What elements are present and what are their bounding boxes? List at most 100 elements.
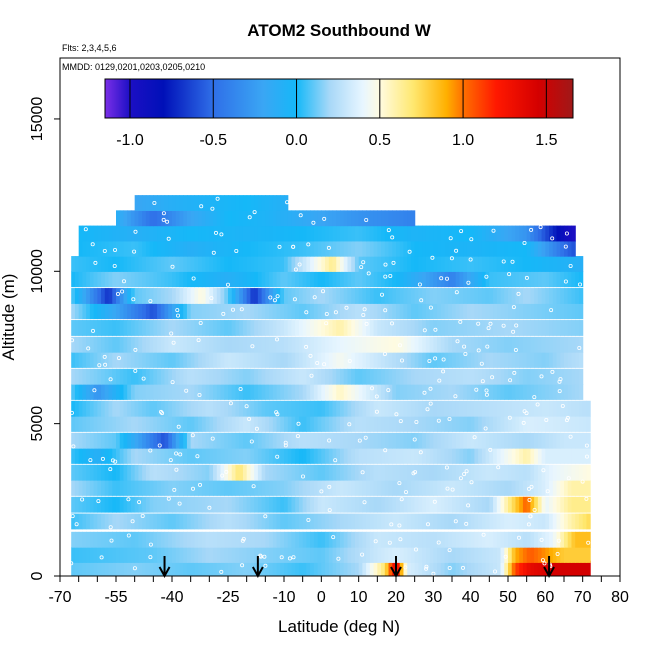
heatmap-cell: [321, 432, 326, 449]
obs-point: [90, 242, 95, 247]
heatmap-cell: [186, 384, 192, 400]
heatmap-cell: [71, 547, 76, 563]
heatmap-cell: [112, 531, 117, 548]
heatmap-cell: [392, 240, 397, 257]
heatmap-cell: [168, 384, 173, 400]
heatmap-cell: [564, 513, 569, 530]
heatmap-cell: [78, 271, 83, 288]
obs-point: [444, 276, 449, 281]
heatmap-cell: [123, 448, 128, 464]
heatmap-cell: [160, 303, 166, 320]
heatmap-cell: [250, 256, 255, 272]
heatmap-cell: [336, 464, 341, 481]
heatmap-cell: [414, 225, 419, 242]
heatmap-cell: [119, 547, 125, 563]
heatmap-cell: [410, 271, 416, 288]
heatmap-cell: [582, 531, 587, 548]
heatmap-cell: [358, 416, 363, 432]
heatmap-cell: [455, 384, 461, 400]
heatmap-cell: [242, 303, 248, 320]
heatmap-cell: [410, 288, 416, 304]
heatmap-cell: [127, 352, 132, 368]
heatmap-cell: [134, 256, 139, 272]
obs-point: [126, 533, 131, 538]
obs-point: [550, 236, 555, 241]
heatmap-cell: [310, 288, 315, 304]
x-tick-label: 50: [499, 589, 517, 606]
heatmap-cell: [127, 464, 132, 481]
heatmap-cell: [108, 448, 113, 464]
heatmap-cell: [519, 240, 524, 257]
heatmap-cell: [317, 303, 322, 320]
heatmap-cell: [545, 256, 550, 272]
heatmap-cell: [317, 416, 322, 432]
heatmap-cell: [422, 256, 427, 272]
heatmap-cell: [489, 416, 494, 432]
heatmap-cell: [522, 288, 528, 304]
y-tick-label: 15000: [29, 97, 46, 142]
heatmap-cell: [481, 560, 487, 576]
heatmap-cell: [209, 352, 214, 368]
heatmap-cell: [549, 336, 554, 353]
heatmap-cell: [157, 513, 162, 530]
heatmap-cell: [414, 320, 419, 336]
heatmap-cell: [522, 513, 528, 530]
heatmap-cell: [317, 352, 322, 368]
obs-point: [211, 250, 216, 255]
heatmap-cell: [384, 288, 390, 304]
heatmap-cell: [429, 368, 434, 385]
heatmap-cell: [414, 513, 419, 530]
heatmap-cell: [567, 288, 573, 304]
heatmap-cell: [474, 547, 479, 563]
heatmap-cell: [418, 240, 423, 257]
heatmap-cell: [366, 448, 371, 464]
heatmap-cell: [410, 448, 416, 464]
heatmap-cell: [410, 303, 416, 320]
heatmap-cell: [403, 560, 408, 576]
heatmap-cell: [257, 240, 263, 257]
heatmap-cell: [168, 480, 173, 496]
heatmap-cell: [104, 303, 110, 320]
heatmap-cell: [571, 271, 576, 288]
heatmap-cell: [186, 560, 192, 576]
heatmap-cell: [410, 547, 416, 563]
heatmap-cell: [78, 496, 83, 513]
heatmap-cell: [448, 513, 453, 530]
obs-point: [453, 394, 458, 399]
heatmap-cell: [541, 384, 546, 400]
heatmap-cell: [104, 240, 110, 257]
heatmap-cell: [224, 513, 229, 530]
heatmap-cell: [384, 480, 390, 496]
heatmap-cell: [261, 320, 266, 336]
heatmap-cell: [474, 303, 479, 320]
heatmap-cell: [332, 400, 337, 417]
heatmap-cell: [306, 288, 311, 304]
heatmap-cell: [369, 210, 375, 227]
obs-point: [250, 344, 255, 349]
heatmap-cell: [530, 531, 535, 548]
heatmap-cell: [489, 240, 494, 257]
heatmap-cell: [242, 448, 248, 464]
obs-point: [383, 274, 388, 279]
heatmap-cell: [556, 480, 561, 496]
obs-point: [99, 555, 104, 560]
heatmap-cell: [366, 480, 371, 496]
heatmap-cell: [216, 531, 222, 548]
heatmap-cell: [433, 513, 438, 530]
heatmap-cell: [504, 448, 509, 464]
heatmap-cell: [179, 448, 184, 464]
heatmap-cell: [429, 271, 434, 288]
heatmap-cell: [127, 368, 132, 385]
heatmap-cell: [291, 336, 296, 353]
heatmap-cell: [175, 288, 181, 304]
heatmap-cell: [93, 432, 98, 449]
heatmap-cell: [396, 400, 401, 417]
colorbar: -1.0 -0.5 0.0 0.5 1.0 1.5: [104, 78, 574, 149]
heatmap-cell: [190, 240, 195, 257]
heatmap-cell: [287, 288, 293, 304]
heatmap-cell: [183, 560, 188, 576]
obs-point: [539, 537, 544, 542]
obs-point: [417, 282, 422, 287]
heatmap-cell: [347, 288, 352, 304]
heatmap-cell: [213, 225, 218, 242]
